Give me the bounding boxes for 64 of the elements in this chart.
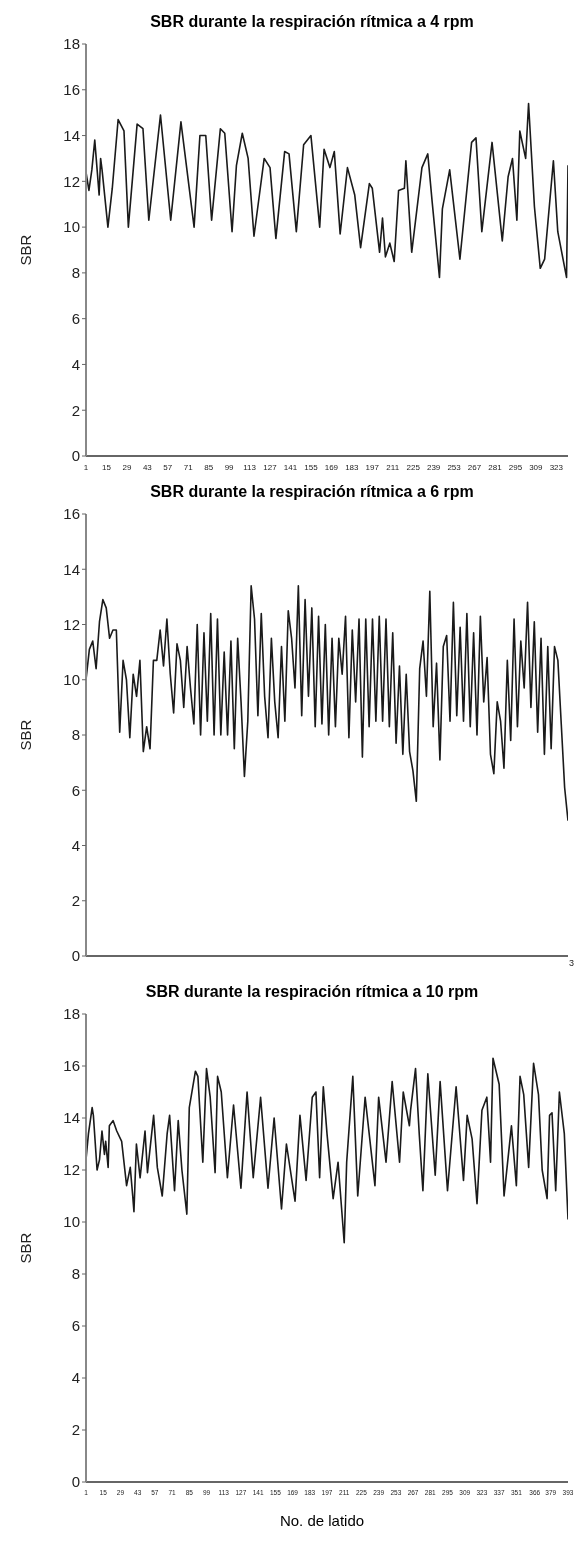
x-tick-label: 43 [142, 462, 153, 472]
y-tick-label: 10 [63, 1213, 80, 1231]
x-tick-label: 155 [304, 462, 319, 472]
x-tick-label: 197 [365, 462, 380, 472]
y-tick-label: 2 [71, 1421, 80, 1439]
x-tick-label: 225 [406, 462, 421, 472]
y-tick-label: 4 [71, 355, 80, 373]
y-tick-label: 14 [63, 126, 80, 144]
y-tick-label: 8 [71, 264, 80, 282]
y-axis-title: SBR [17, 1232, 35, 1264]
y-tick-label: 8 [71, 1265, 80, 1283]
y-tick-label: 8 [71, 726, 80, 744]
y-tick-label: 14 [63, 1109, 80, 1127]
x-tick-label: 281 [488, 462, 503, 472]
x-tick-label: 267 [467, 462, 482, 472]
x-tick-label: 1 [83, 462, 89, 472]
chart-title: SBR durante la respiración rítmica a 6 rpm [149, 482, 475, 502]
y-tick-label: 14 [63, 560, 80, 578]
x-tick-label: 323 [549, 462, 564, 472]
x-tick-label: 309 [529, 462, 544, 472]
x-tick-label: 113 [243, 462, 257, 472]
text: 3 [568, 958, 574, 968]
x-tick-label: 211 [386, 462, 400, 472]
y-tick-label: 6 [71, 309, 80, 327]
y-tick-label: 4 [71, 836, 80, 854]
line-series [86, 1057, 568, 1244]
y-tick-label: 2 [71, 401, 80, 419]
y-tick-label: 6 [71, 781, 80, 799]
x-tick-label: 127 [263, 462, 278, 472]
y-tick-label: 12 [63, 172, 80, 190]
y-tick-label: 0 [71, 1473, 80, 1491]
x-tick-label: 295 [508, 462, 523, 472]
y-tick-label: 0 [71, 947, 80, 965]
x-tick-label: 29 [122, 462, 132, 472]
x-tick-label: 239 [426, 462, 441, 472]
y-tick-label: 2 [71, 892, 80, 910]
x-tick-label: 169 [324, 462, 339, 472]
chart-title: SBR durante la respiración rítmica a 4 rpm [149, 12, 475, 32]
x-tick-label: 253 [447, 462, 462, 472]
y-tick-label: 10 [63, 671, 80, 689]
y-tick-label: 6 [71, 1317, 80, 1335]
line-series [86, 585, 568, 822]
y-tick-label: 10 [63, 218, 80, 236]
y-tick-label: 12 [63, 1161, 80, 1179]
x-tick-label: 85 [204, 462, 214, 472]
y-tick-label: 18 [63, 1005, 80, 1023]
x-tick-label: 15 [102, 462, 112, 472]
y-tick-label: 16 [63, 81, 80, 99]
x-tick-label: 141 [283, 462, 298, 472]
y-axis-title: SBR [17, 719, 35, 751]
y-tick-label: 0 [71, 447, 80, 465]
y-tick-label: 16 [63, 1057, 80, 1075]
y-tick-label: 12 [63, 615, 80, 633]
x-tick-label: 71 [183, 462, 194, 472]
x-axis-title: No. de latido [278, 1511, 366, 1531]
y-tick-label: 16 [63, 505, 80, 523]
x-tick-label: 57 [163, 462, 173, 472]
x-tick-label: 183 [345, 462, 360, 472]
x-tick-label: 99 [224, 462, 235, 472]
chart-title: SBR durante la respiración rítmica a 10 rpm [144, 982, 480, 1002]
line-series [86, 102, 568, 279]
y-axis-title: SBR [17, 234, 35, 266]
y-tick-label: 18 [63, 35, 80, 53]
y-tick-label: 4 [71, 1369, 80, 1387]
